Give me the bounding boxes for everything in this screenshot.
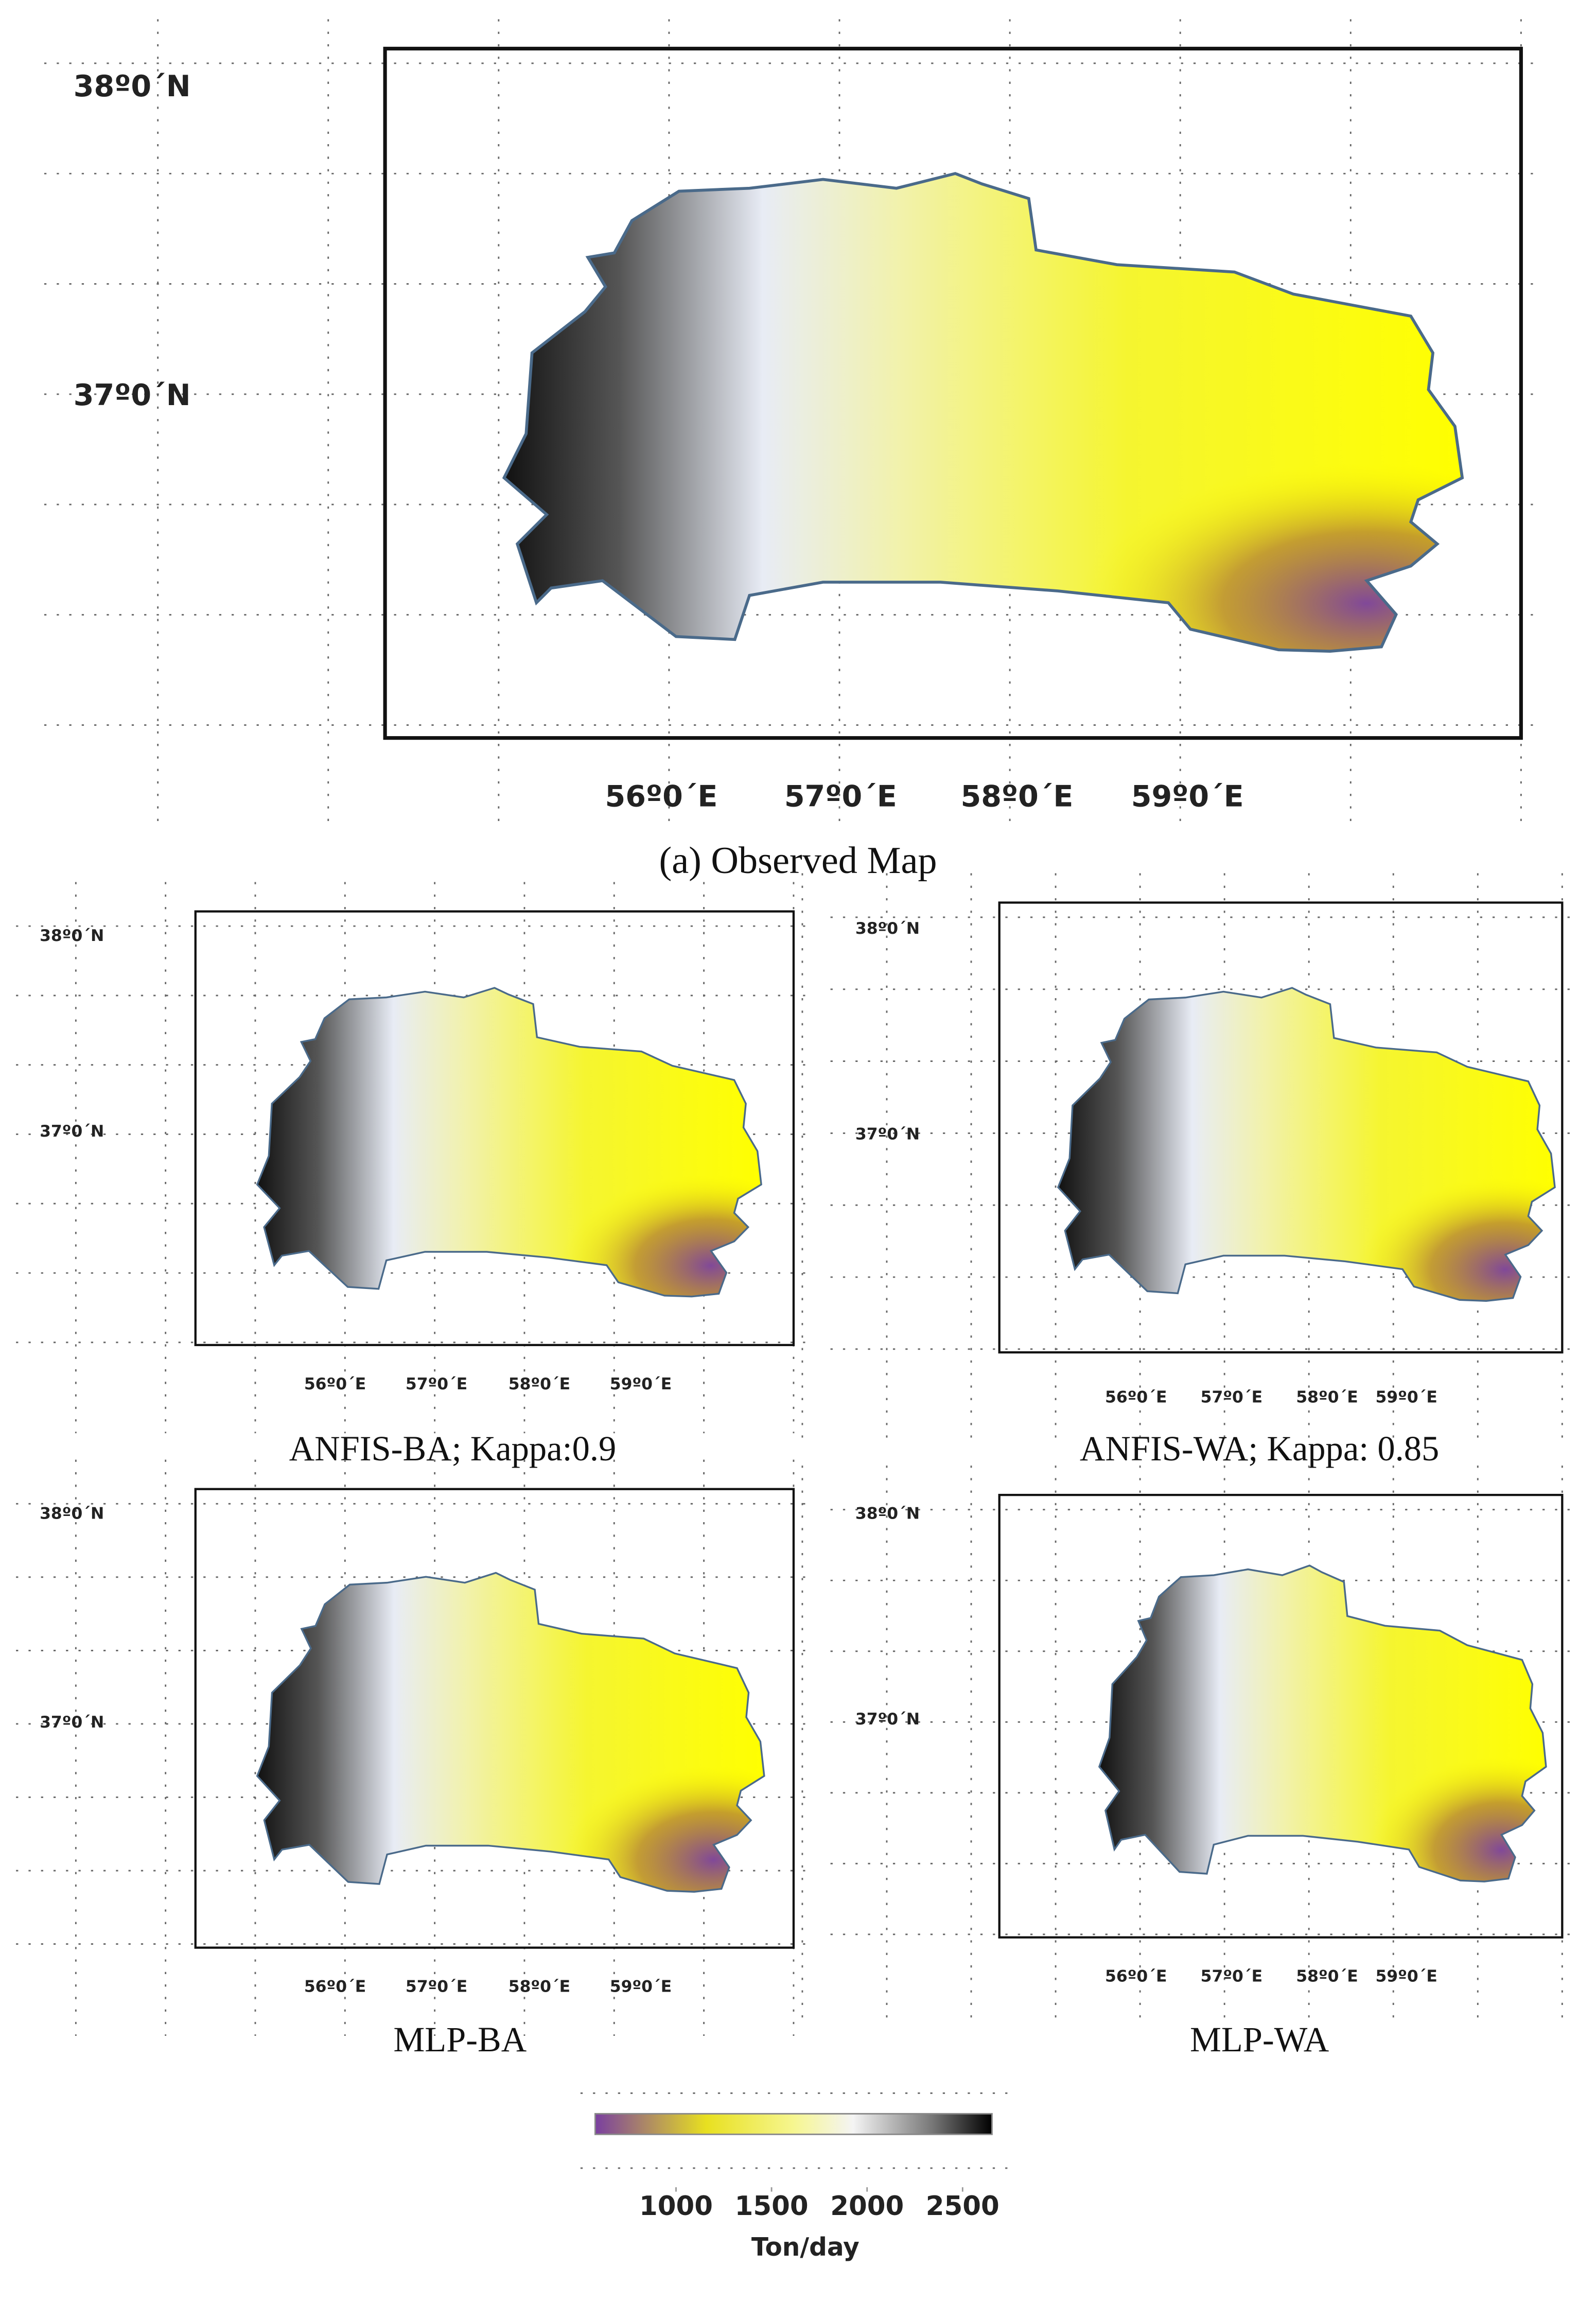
lat-label: 38º0´N — [855, 1504, 920, 1523]
map-panel: 38º0´N 37º0´N 56º0´E 57º0´E 58º0´E 59º0´E MLP-… — [801, 1466, 1577, 2059]
lon-label: 58º0´E — [508, 1978, 570, 1996]
lon-label: 58º0´E — [508, 1375, 570, 1393]
color-bar — [594, 2113, 993, 2135]
lon-label: 56º0´E — [1105, 1388, 1167, 1407]
legend-tick-label: 2500 — [926, 2191, 999, 2222]
lon-label: 59º0´E — [1375, 1388, 1437, 1407]
lon-label: 56º0´E — [605, 779, 717, 813]
lat-label: 38º0´N — [40, 1504, 104, 1523]
lon-label: 58º0´E — [1296, 1388, 1358, 1407]
lon-label: 59º0´E — [1375, 1967, 1437, 1986]
map-panel: 38º0´N 37º0´N 56º0´E 57º0´E 58º0´E 59º0´E ANFI… — [16, 882, 809, 1468]
lon-label: 58º0´E — [960, 779, 1073, 813]
region-hotspot — [1098, 1564, 1547, 1882]
legend-tick-label: 1500 — [735, 2191, 809, 2222]
lon-label: 59º0´E — [1131, 779, 1244, 813]
lon-label: 56º0´E — [1105, 1967, 1167, 1986]
lon-label: 57º0´E — [406, 1978, 467, 1996]
lat-label: 38º0´N — [74, 69, 191, 103]
lat-label: 37º0´N — [40, 1122, 104, 1141]
map-caption: MLP-BA — [393, 2020, 527, 2059]
map-frame — [998, 901, 1564, 1354]
lat-label: 38º0´N — [40, 927, 104, 945]
map-panel: 38º0´N 37º0´N 56º0´E 57º0´E 58º0´E 59º0´E ANFI… — [801, 873, 1577, 1468]
lat-label: 37º0´N — [855, 1125, 920, 1144]
map-panel: 38º0´N 37º0´N 56º0´E 57º0´E 58º0´E 59º0´E MLP-… — [16, 1459, 809, 2059]
lon-label: 57º0´E — [1201, 1388, 1262, 1407]
region-hotspot — [256, 1572, 765, 1893]
lat-label: 38º0´N — [855, 919, 920, 938]
map-frame — [194, 1488, 795, 1949]
lon-label: 57º0´E — [1201, 1967, 1262, 1986]
lon-label: 56º0´E — [304, 1375, 366, 1393]
lon-label: 57º0´E — [784, 779, 897, 813]
legend-tick-label: 2000 — [830, 2191, 904, 2222]
map-frame — [194, 910, 795, 1347]
legend-tick-label: 1000 — [639, 2191, 713, 2222]
lat-label: 37º0´N — [855, 1710, 920, 1729]
map-frame — [383, 46, 1523, 740]
map-caption: (a) Observed Map — [659, 840, 937, 882]
lat-label: 37º0´N — [74, 378, 191, 412]
map-caption: MLP-WA — [1190, 2020, 1329, 2059]
lon-label: 57º0´E — [406, 1375, 467, 1393]
lat-label: 37º0´N — [40, 1713, 104, 1732]
map-caption: ANFIS-WA; Kappa: 0.85 — [1080, 1429, 1439, 1468]
lon-label: 56º0´E — [304, 1978, 366, 1996]
region-hotspot — [1057, 987, 1556, 1302]
legend-unit: Ton/day — [751, 2233, 860, 2262]
lon-label: 59º0´E — [610, 1978, 672, 1996]
legend: 1000 1500 2000 2500 Ton/day — [580, 2092, 1014, 2262]
map-frame — [998, 1494, 1564, 1939]
region-hotspot — [502, 172, 1464, 653]
region-hotspot — [256, 987, 762, 1298]
map-panel: 38º0´N 37º0´N 56º0´E 57º0´E 58º0´E 59º0´E (a) … — [44, 19, 1536, 882]
map-caption: ANFIS-BA; Kappa:0.9 — [289, 1429, 617, 1468]
lon-label: 59º0´E — [610, 1375, 672, 1393]
lon-label: 58º0´E — [1296, 1967, 1358, 1986]
